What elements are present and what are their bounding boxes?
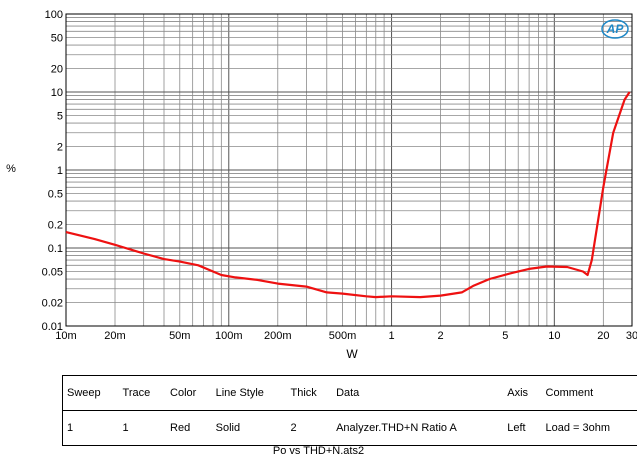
legend-header-axis: Axis — [503, 375, 542, 411]
y-tick-label: 0.1 — [48, 243, 63, 255]
legend-header-sweep: Sweep — [61, 375, 119, 411]
y-tick-label: 0.05 — [42, 266, 63, 278]
legend-cell-color: Red — [166, 410, 212, 446]
y-tick-label: 10 — [51, 87, 63, 99]
legend-header-comment: Comment — [541, 375, 637, 411]
series-layer — [65, 91, 631, 299]
legend-cell-thick: 2 — [286, 410, 333, 446]
x-tick-label: 1 — [388, 330, 394, 342]
legend-cell-data: Analyzer.THD+N Ratio A — [332, 410, 504, 446]
legend-header-thick: Thick — [286, 375, 333, 411]
x-tick-label: 20m — [104, 330, 125, 342]
y-tick-label: 0.02 — [42, 298, 63, 310]
ap-logo-text: AP — [606, 22, 625, 36]
legend-header-color: Color — [166, 375, 212, 411]
legend-header-line-style: Line Style — [211, 375, 287, 411]
legend-row: 1 1 Red Solid 2 Analyzer.THD+N Ratio A L… — [61, 410, 637, 446]
legend-header-data: Data — [332, 375, 504, 411]
y-tick-label: 5 — [57, 110, 63, 122]
y-tick-label: 1 — [57, 165, 63, 177]
x-tick-label: 500m — [329, 330, 357, 342]
legend-cell-comment: Load = 3ohm — [541, 410, 637, 446]
file-caption: Po vs THD+N.ats2 — [272, 445, 365, 457]
y-tick-label: 50 — [51, 32, 63, 44]
x-tick-label: 50m — [169, 330, 190, 342]
x-tick-label: 2 — [437, 330, 443, 342]
x-tick-label: 200m — [264, 330, 292, 342]
x-tick-label: 10m — [55, 330, 76, 342]
x-tick-label: 100m — [215, 330, 243, 342]
y-tick-label: 0.01 — [42, 321, 63, 333]
legend-header-trace: Trace — [118, 375, 167, 411]
legend-header-row: Sweep Trace Color Line Style Thick Data … — [61, 375, 637, 411]
x-tick-label: 10 — [548, 330, 560, 342]
plot-grid — [65, 13, 633, 327]
legend-cell-line-style: Solid — [211, 410, 287, 446]
ap-logo-icon: AP — [601, 19, 629, 39]
thd-chart: 100 50 20 10 5 2 1 0.5 0.2 0.1 0.05 0.02 0.01 10m 20m… — [6, 9, 637, 361]
x-tick-label: 5 — [502, 330, 508, 342]
x-tick-label: 20 — [597, 330, 609, 342]
y-tick-label: 20 — [51, 64, 63, 76]
y-axis-ticks: 100 50 20 10 5 2 1 0.5 0.2 0.1 0.05 0.02 0.01 — [42, 9, 63, 333]
y-tick-label: 0.2 — [48, 220, 63, 232]
plot-frame — [65, 13, 633, 327]
y-axis-label: % — [6, 163, 16, 175]
x-axis-label: W — [346, 347, 358, 361]
x-tick-label: 30 — [626, 330, 637, 342]
y-tick-label: 100 — [45, 9, 63, 21]
y-tick-label: 0.5 — [48, 188, 63, 200]
y-tick-label: 2 — [57, 142, 63, 154]
legend-cell-sweep: 1 — [61, 410, 119, 446]
series-line-thd-n — [65, 91, 631, 299]
legend-cell-trace: 1 — [118, 410, 167, 446]
legend-cell-axis: Left — [503, 410, 542, 446]
x-axis-ticks: 10m 20m 50m 100m 200m 500m 1 2 5 10 20 30 — [55, 330, 637, 342]
legend-table: Sweep Trace Color Line Style Thick Data … — [61, 375, 637, 446]
